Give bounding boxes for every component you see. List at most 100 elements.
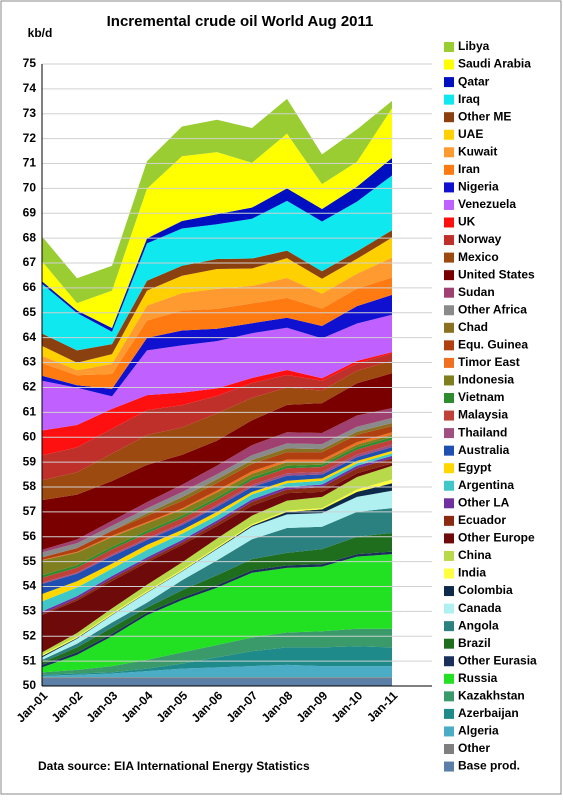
legend-swatch xyxy=(444,375,454,386)
area xyxy=(42,175,392,351)
legend-label: Egypt xyxy=(458,460,491,474)
area xyxy=(42,237,392,371)
legend-swatch xyxy=(444,691,454,702)
legend-swatch xyxy=(444,515,454,526)
y-tick-label: 64 xyxy=(23,330,37,344)
legend-label: UK xyxy=(458,215,476,229)
y-tick-label: 67 xyxy=(23,255,37,269)
legend-label: Australia xyxy=(458,443,510,457)
legend-swatch xyxy=(444,410,454,421)
legend-swatch xyxy=(444,42,454,52)
legend-swatch xyxy=(444,199,454,210)
area xyxy=(42,158,392,332)
area xyxy=(42,360,392,501)
legend-label: Saudi Arabia xyxy=(458,57,531,71)
legend-label: Qatar xyxy=(458,74,490,88)
legend-swatch xyxy=(444,182,454,193)
chart-title: Incremental crude oil World Aug 2011 xyxy=(107,13,374,30)
area xyxy=(42,664,392,678)
y-tick-label: 51 xyxy=(23,653,37,667)
area xyxy=(42,447,392,594)
legend-label: Other xyxy=(458,741,490,755)
y-tick-label: 65 xyxy=(23,305,37,319)
y-tick-label: 74 xyxy=(23,81,37,95)
area xyxy=(42,257,392,376)
legend-swatch xyxy=(444,480,454,491)
legend-swatch xyxy=(444,656,454,667)
legend-swatch xyxy=(444,568,454,579)
y-tick-label: 50 xyxy=(23,678,37,692)
legend-label: Other Europe xyxy=(458,531,535,545)
y-axis-label: kb/d xyxy=(28,26,53,40)
source-note: Data source: EIA International Energy St… xyxy=(38,759,310,773)
area xyxy=(42,353,392,481)
area xyxy=(42,508,392,663)
legend-swatch xyxy=(444,638,454,649)
legend-swatch xyxy=(444,445,454,456)
legend-swatch xyxy=(444,357,454,368)
legend-swatch xyxy=(444,603,454,614)
legend-label: Venezuela xyxy=(458,197,516,211)
area xyxy=(42,277,392,389)
legend-swatch xyxy=(444,147,454,158)
legend-label: Ecuador xyxy=(458,513,506,527)
legend-label: Angola xyxy=(458,618,499,632)
legend-swatch xyxy=(444,305,454,316)
legend-label: Kazakhstan xyxy=(458,689,525,703)
y-tick-label: 60 xyxy=(23,429,37,443)
area xyxy=(42,554,392,673)
legend-label: India xyxy=(458,566,486,580)
legend-swatch xyxy=(444,586,454,597)
y-tick-label: 66 xyxy=(23,280,37,294)
legend-label: Algeria xyxy=(458,724,499,738)
y-tick-label: 72 xyxy=(23,131,37,145)
legend-swatch xyxy=(444,217,454,228)
legend-label: Azerbaijan xyxy=(458,706,519,720)
y-tick-label: 75 xyxy=(23,56,37,70)
area xyxy=(42,453,392,612)
legend-swatch xyxy=(444,761,454,772)
legend-label: Brazil xyxy=(458,636,491,650)
legend-label: Nigeria xyxy=(458,180,499,194)
area xyxy=(42,418,392,558)
legend-label: Chad xyxy=(458,320,488,334)
legend-swatch xyxy=(444,744,454,754)
legend-swatch xyxy=(444,59,454,70)
area xyxy=(42,314,392,431)
legend-swatch xyxy=(444,463,454,474)
area xyxy=(42,490,392,660)
y-tick-label: 61 xyxy=(23,404,37,418)
legend-label: Iran xyxy=(458,162,480,176)
y-tick-label: 73 xyxy=(23,106,37,120)
legend-label: China xyxy=(458,548,492,562)
legend-label: Other ME xyxy=(458,109,511,123)
y-tick-label: 70 xyxy=(23,181,37,195)
legend-swatch xyxy=(444,673,454,684)
area xyxy=(42,677,392,679)
legend-label: Norway xyxy=(458,232,502,246)
legend-label: Kuwait xyxy=(458,144,497,158)
y-tick-label: 58 xyxy=(23,479,37,493)
area xyxy=(42,408,392,553)
y-tick-label: 69 xyxy=(23,205,37,219)
legend-label: Indonesia xyxy=(458,373,514,387)
legend-swatch xyxy=(444,340,454,351)
legend-swatch xyxy=(444,112,454,123)
legend-swatch xyxy=(444,726,454,737)
y-tick-label: 54 xyxy=(23,579,37,593)
legend-label: Timor East xyxy=(458,355,520,369)
legend-swatch xyxy=(444,252,454,263)
area xyxy=(42,678,392,686)
legend-label: Other LA xyxy=(458,495,510,509)
legend-label: Iraq xyxy=(458,92,480,106)
legend-swatch xyxy=(444,235,454,246)
y-tick-label: 55 xyxy=(23,554,37,568)
area xyxy=(42,294,392,397)
legend-swatch xyxy=(444,550,454,561)
area xyxy=(42,426,392,560)
legend-label: Malaysia xyxy=(458,408,508,422)
legend-label: Other Africa xyxy=(458,302,527,316)
legend-label: Other Eurasia xyxy=(458,653,537,667)
legend-label: Equ. Guinea xyxy=(458,338,528,352)
